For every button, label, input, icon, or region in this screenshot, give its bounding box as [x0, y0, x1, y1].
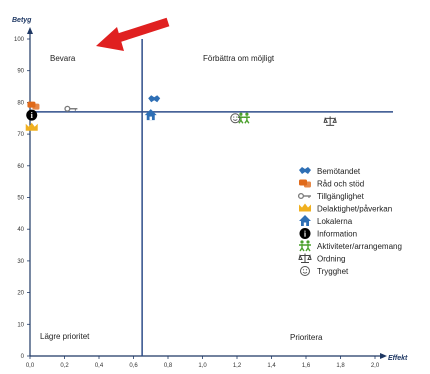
x-tick-label: 0,8 — [164, 363, 173, 369]
data-point — [148, 95, 161, 103]
x-ticks: 0,0 0,2 0,4 0,6 0,8 1,0 1,2 1,4 1,6 1,8 2,0 — [26, 356, 380, 369]
y-tick-label: 10 — [17, 322, 24, 328]
quadrant-label-bottom-right: Prioritera — [290, 333, 323, 342]
y-tick-label: 50 — [17, 196, 24, 202]
y-tick-label: 30 — [17, 259, 24, 265]
legend-item: Bemötandet — [299, 167, 361, 176]
key-icon — [297, 192, 311, 200]
people-icon — [237, 112, 250, 124]
y-tick-label: 100 — [14, 37, 25, 43]
x-tick-label: 1,6 — [302, 363, 311, 369]
y-tick-label: 40 — [17, 227, 24, 233]
chat-icon — [27, 101, 40, 110]
quadrant-label-top-right: Förbättra om möjligt — [203, 54, 275, 63]
data-point — [64, 105, 78, 112]
x-tick-label: 0,4 — [95, 363, 104, 369]
svg-text:i: i — [31, 111, 34, 120]
data-point — [144, 109, 157, 121]
x-axis-title: Effekt — [388, 355, 408, 362]
legend-item: Tillgänglighet — [297, 192, 365, 201]
house-icon — [299, 215, 311, 226]
x-tick-label: 0,2 — [60, 363, 69, 369]
legend-label: Information — [317, 230, 357, 239]
legend-item: Råd och stöd — [299, 179, 364, 189]
house-icon — [144, 109, 157, 121]
y-tick-label: 20 — [17, 291, 24, 297]
x-tick-label: 1,8 — [336, 363, 345, 369]
info-icon: i — [299, 228, 311, 239]
x-axis-arrowhead — [380, 353, 387, 359]
legend-item: Trygghet — [300, 266, 349, 276]
y-tick-label: 80 — [17, 100, 24, 106]
legend-label: Bemötandet — [317, 167, 361, 176]
legend-item: Aktiviteter/arrangemang — [299, 240, 402, 252]
x-tick-label: 1,4 — [267, 363, 276, 369]
handshake-icon — [148, 95, 161, 103]
legend-item: Ordning — [298, 253, 345, 264]
scales-icon — [298, 253, 312, 263]
y-ticks: 0 10 20 30 40 50 60 70 80 90 100 — [14, 37, 30, 360]
y-axis-title: Betyg — [12, 17, 32, 24]
y-axis-arrowhead — [27, 27, 33, 34]
legend-label: Lokalerna — [317, 217, 353, 226]
handshake-icon — [299, 167, 311, 174]
legend-label: Råd och stöd — [317, 180, 364, 189]
y-tick-label: 60 — [17, 164, 24, 170]
legend: Bemötandet Råd och stöd Tillgänglighet Dela… — [297, 167, 402, 276]
legend-item: Lokalerna — [299, 215, 353, 226]
red-arrow-annotation — [96, 17, 170, 51]
data-point — [27, 101, 40, 110]
data-point — [25, 122, 38, 131]
y-tick-label: 0 — [21, 354, 25, 360]
legend-label: Delaktighet/påverkan — [317, 205, 392, 214]
info-icon: i — [26, 109, 38, 121]
smiley-icon — [300, 266, 310, 276]
x-tick-label: 0,0 — [26, 363, 35, 369]
crown-icon — [299, 203, 311, 212]
smiley-icon — [230, 113, 241, 124]
y-tick-label: 70 — [17, 132, 24, 138]
x-tick-label: 0,6 — [129, 363, 138, 369]
data-point: i — [26, 109, 38, 121]
quadrant-label-bottom-left: Lägre prioritet — [40, 332, 90, 341]
data-points: i — [25, 95, 337, 131]
chat-icon — [299, 179, 311, 188]
quadrant-label-top-left: Bevara — [50, 54, 76, 63]
crown-icon — [25, 122, 38, 131]
legend-label: Ordning — [317, 255, 345, 264]
x-tick-label: 2,0 — [371, 363, 380, 369]
legend-label: Trygghet — [317, 267, 349, 276]
y-tick-label: 90 — [17, 69, 24, 75]
svg-text:i: i — [304, 230, 307, 239]
data-point — [323, 116, 337, 126]
legend-item: Delaktighet/påverkan — [299, 203, 392, 214]
x-tick-label: 1,2 — [233, 363, 242, 369]
scales-icon — [323, 116, 337, 126]
x-tick-label: 1,0 — [198, 363, 207, 369]
data-point — [230, 113, 241, 124]
people-icon — [299, 240, 311, 252]
legend-label: Tillgänglighet — [317, 192, 365, 201]
key-icon — [64, 105, 78, 112]
data-point — [237, 112, 250, 124]
legend-label: Aktiviteter/arrangemang — [317, 242, 402, 251]
legend-item: i Information — [299, 228, 357, 239]
